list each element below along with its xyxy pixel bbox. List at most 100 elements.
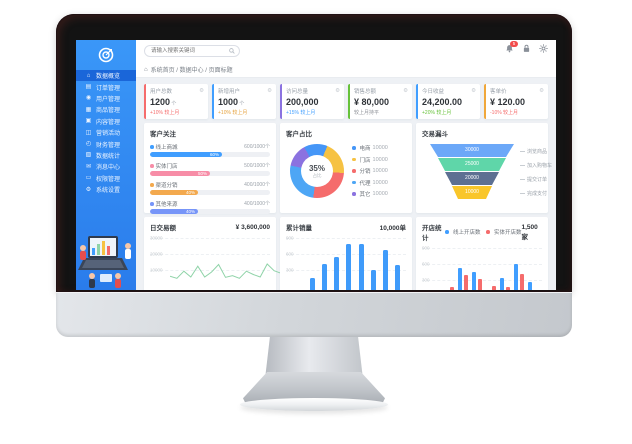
progress-value: 600/1000个 <box>244 144 270 150</box>
bar-group <box>458 248 468 290</box>
legend-item[interactable]: 分销 10000 <box>352 167 388 175</box>
search-box[interactable] <box>144 45 240 57</box>
progress-value: 400/1000个 <box>244 182 270 188</box>
card-settings-icon[interactable]: ⚙ <box>403 88 408 94</box>
grouped-bar-legend: 线上开店数 实体开店数 <box>445 228 521 236</box>
bar <box>370 269 376 290</box>
stat-card-0: 用户总数 ⚙ 1200 个 +10% 较上月 <box>144 84 208 119</box>
gear-icon[interactable] <box>539 44 548 53</box>
legend-item[interactable]: 线上开店数 <box>445 228 480 236</box>
sidebar-item-2[interactable]: ◉ 用户管理 <box>76 93 136 104</box>
search-input[interactable] <box>149 47 229 55</box>
target-logo-icon <box>98 47 114 63</box>
sidebar-item-label: 系统设置 <box>96 188 121 195</box>
legend-dot-icon <box>352 180 356 185</box>
auth-icon: ▭ <box>85 175 92 182</box>
card-settings-icon[interactable]: ⚙ <box>335 88 340 94</box>
progress-bar-fill: 50% <box>150 171 210 176</box>
bar <box>505 286 510 290</box>
bar <box>463 275 468 290</box>
sidebar-item-label: 商品管理 <box>96 108 121 115</box>
funnel-labels: 浏览商品 加入购物车 提交订单 完成支付 <box>520 144 552 200</box>
sidebar-item-4[interactable]: ▣ 内容管理 <box>76 116 136 127</box>
bar <box>458 268 463 290</box>
sidebar-item-0[interactable]: ⌂ 数据概览 <box>76 70 136 82</box>
app-logo[interactable] <box>76 40 136 70</box>
sidebar-item-9[interactable]: ▭ 权限管理 <box>76 173 136 184</box>
donut-legend: 电商 10000 门店 10000 分销 10000 代理 10000 其它 10000 <box>352 144 388 198</box>
bell-icon[interactable]: 5 <box>505 41 518 53</box>
home-icon[interactable]: ⌂ <box>144 66 148 73</box>
stat-card-subtext: 较上月持平 <box>354 110 380 116</box>
settings-icon: ⚙ <box>85 186 92 193</box>
bar <box>514 263 519 290</box>
legend-item[interactable]: 门店 10000 <box>352 156 388 164</box>
y-tick-label: 10000 <box>150 267 163 273</box>
legend-label: 线上开店数 <box>452 230 481 236</box>
legend-dot-icon <box>352 157 356 162</box>
sidebar-item-3[interactable]: ▦ 商品管理 <box>76 104 136 115</box>
dashboard-content: 用户总数 ⚙ 1200 个 +10% 较上月 新增用户 ⚙ 1000 个 +10% 较上月 访问… <box>136 79 556 290</box>
stat-card-value: 200,000 <box>286 97 319 107</box>
panel-funnel: 交易漏斗 30000 25000 20000 10000 浏览商品 加入购物车 提交订单完… <box>416 123 552 213</box>
card-settings-icon[interactable]: ⚙ <box>539 88 544 94</box>
bar <box>309 277 315 290</box>
bar-group <box>514 248 524 290</box>
progress-label: 线上商城 <box>150 143 178 151</box>
sidebar-item-7[interactable]: ▧ 数据统计 <box>76 150 136 161</box>
legend-item[interactable]: 其它 10000 <box>352 190 388 198</box>
bar <box>383 250 389 290</box>
sidebar-menu: ⌂ 数据概览 ▤ 订单管理 ◉ 用户管理 ▦ 商品管理 ▣ 内容管理 ◫ 营销活动 ◴ 财务管理 ▧ 数据统计… <box>76 70 136 195</box>
legend-item[interactable]: 实体开店数 <box>486 228 521 236</box>
orders-icon: ▤ <box>85 84 92 91</box>
card-settings-icon[interactable]: ⚙ <box>199 88 204 94</box>
monitor-base-rim <box>240 398 388 411</box>
y-tick-label: 30000 <box>150 235 163 241</box>
y-tick-label: 900 <box>422 245 430 251</box>
funnel-stage-label: 完成支付 <box>520 186 552 200</box>
bar <box>321 264 327 290</box>
progress-bar-fill: 40% <box>150 209 198 214</box>
sidebar-item-label: 数据统计 <box>96 153 121 160</box>
sidebar-item-6[interactable]: ◴ 财务管理 <box>76 138 136 149</box>
panel-store-stats: 开店统计 线上开店数 实体开店数 1,500家 900 600 300 <box>416 217 548 290</box>
legend-dot-icon <box>486 230 490 234</box>
sidebar-item-label: 权限管理 <box>96 176 121 183</box>
bar <box>491 285 496 290</box>
panel-total: ¥ 3,600,000 <box>235 223 270 231</box>
funnel-stage-label: 提交订单 <box>520 172 552 186</box>
y-tick-label: 300 <box>286 267 294 273</box>
funnel-stage: 25000 <box>438 158 507 171</box>
panel-title: 交易漏斗 <box>422 131 448 138</box>
legend-item[interactable]: 代理 10000 <box>352 179 388 187</box>
sidebar-item-1[interactable]: ▤ 订单管理 <box>76 81 136 92</box>
sidebar-item-10[interactable]: ⚙ 系统设置 <box>76 184 136 195</box>
legend-value: 10000 <box>372 191 388 197</box>
finance-icon: ◴ <box>85 141 92 148</box>
card-settings-icon[interactable]: ⚙ <box>267 88 272 94</box>
sidebar-item-label: 用户管理 <box>96 96 121 103</box>
stat-card-value: 1200 个 <box>150 97 177 107</box>
panel-title: 客户关注 <box>150 131 176 138</box>
sidebar-item-8[interactable]: ✉ 消息中心 <box>76 161 136 172</box>
legend-dot-icon <box>150 202 154 206</box>
legend-dot-icon <box>150 183 154 187</box>
bar-group <box>444 248 454 290</box>
panel-title: 开店统计 <box>422 225 442 242</box>
panel-customer-share: 客户占比 35% 占比 电商 10000 门店 10000 分销 10000 代理 10000… <box>280 123 412 213</box>
middle-panels-row: 客户关注 线上商城 600/1000个 60% 实体门店 500/1000个 50% 渠道分… <box>144 123 552 214</box>
funnel-stage-label: 加入购物车 <box>520 158 552 172</box>
progress-rows: 线上商城 600/1000个 60% 实体门店 500/1000个 50% 渠道分销 400/… <box>150 143 270 214</box>
card-settings-icon[interactable]: ⚙ <box>471 88 476 94</box>
breadcrumb-path[interactable]: 系统首页 / 数据中心 / 页面标题 <box>150 68 233 74</box>
panel-total: 10,000单 <box>379 225 406 232</box>
sidebar-item-label: 订单管理 <box>96 85 121 92</box>
progress-label: 其他来源 <box>150 200 178 208</box>
legend-item[interactable]: 电商 10000 <box>352 144 388 152</box>
bar <box>500 278 505 290</box>
lock-icon[interactable] <box>522 44 531 53</box>
stat-card-5: 客单价 ⚙ ¥ 120.00 -10% 较上月 <box>484 84 548 119</box>
sidebar-item-5[interactable]: ◫ 营销活动 <box>76 127 136 138</box>
stat-card-subtext: -10% 较上月 <box>490 110 519 116</box>
funnel-stage: 10000 <box>452 186 492 199</box>
